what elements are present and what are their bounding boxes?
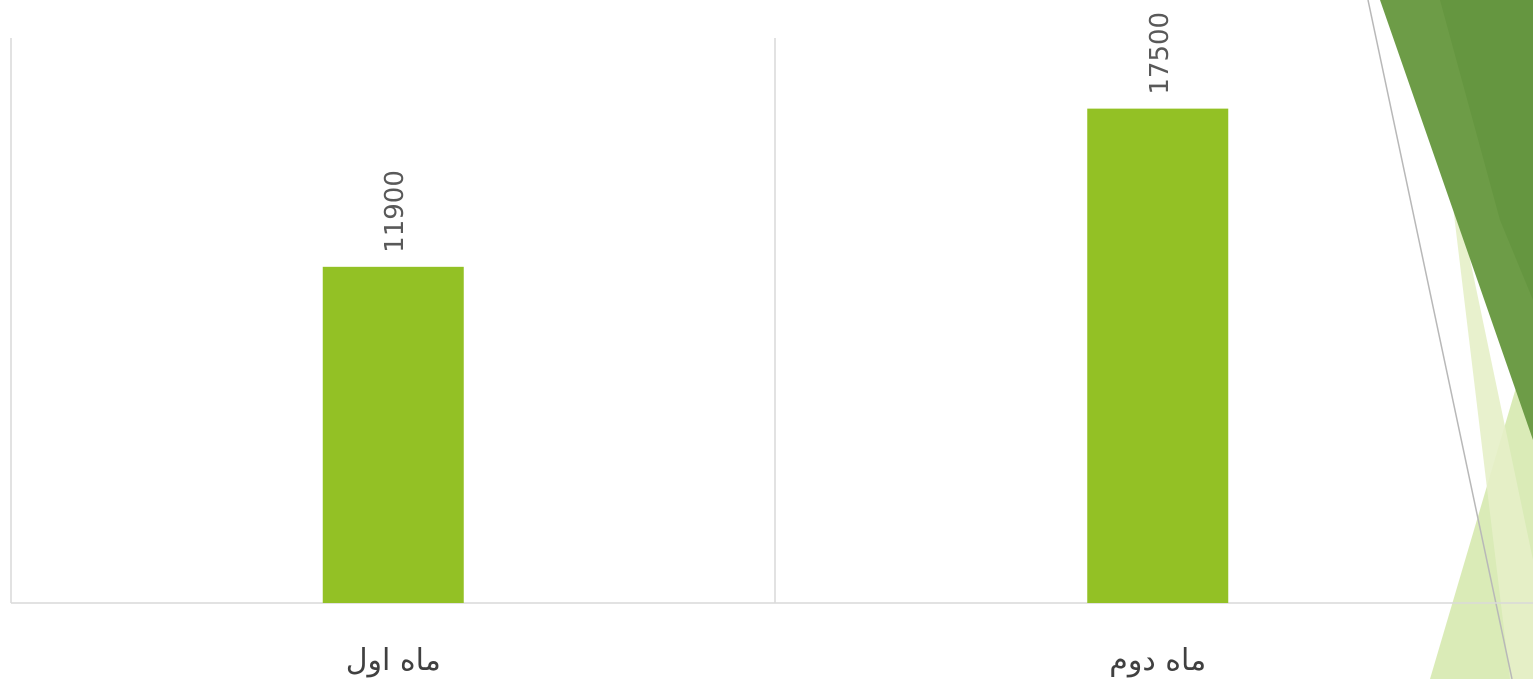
category-label-2: ماه دوم bbox=[1109, 643, 1206, 678]
theme-light-band bbox=[1445, 140, 1533, 679]
bar-1 bbox=[322, 266, 464, 603]
bars-group bbox=[322, 108, 1229, 603]
theme-decoration bbox=[1367, 0, 1533, 679]
bar-2 bbox=[1087, 108, 1229, 603]
labels-group: 11900 ماه اول 17500 ماه دوم bbox=[346, 12, 1206, 678]
data-label-2: 17500 bbox=[1145, 12, 1175, 95]
theme-dark-wedge-overlay bbox=[1440, 0, 1533, 300]
theme-thin-line bbox=[1367, 0, 1513, 679]
data-label-1: 11900 bbox=[380, 170, 410, 253]
category-label-1: ماه اول bbox=[346, 643, 441, 678]
